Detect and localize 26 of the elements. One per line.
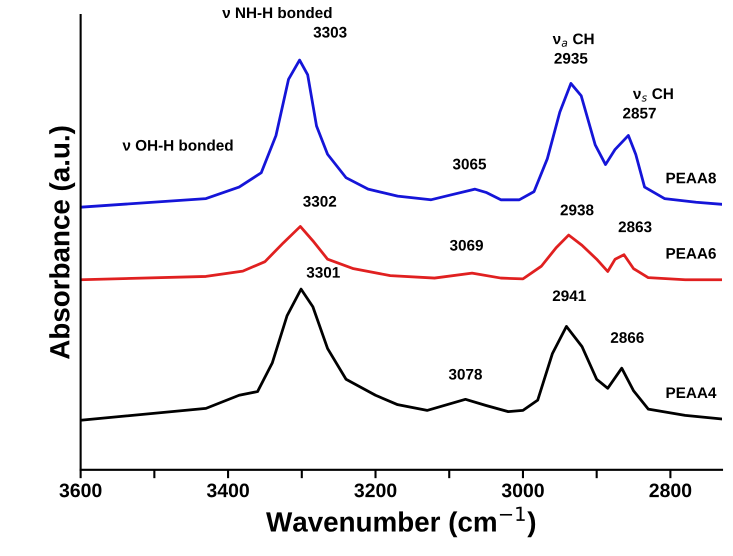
annotation: ν OH-H bonded	[122, 140, 233, 151]
series-label: PEAA4	[666, 387, 716, 398]
annotation: 2938	[560, 204, 594, 216]
y-axis-title: Absorbance (a.u.)	[49, 126, 76, 360]
annotation: ν NH-H bonded	[222, 6, 332, 18]
series-label: PEAA8	[666, 172, 716, 184]
annotation: 3078	[448, 368, 482, 380]
annotation: 2863	[618, 221, 652, 232]
annotation: 2866	[610, 332, 644, 343]
annotation: ν$_{s}$ CH	[632, 88, 673, 102]
annotation: 3065	[452, 158, 486, 170]
annotation: ν$_{a}$ CH	[552, 33, 594, 47]
x-axis-title: Wavenumber (cm$^{−1}$)	[266, 506, 536, 538]
series-label: PEAA6	[666, 248, 716, 259]
annotation: 2857	[623, 108, 656, 119]
x-tick-label: 3200	[354, 484, 396, 498]
annotation: 3069	[450, 240, 483, 251]
x-tick-label: 3600	[59, 484, 102, 498]
annotation: 3303	[313, 26, 347, 38]
annotation: 3301	[306, 266, 340, 278]
annotation: 2941	[552, 290, 586, 302]
x-tick-label: 2800	[649, 484, 692, 498]
annotation: 3302	[303, 196, 336, 207]
x-tick-label: 3000	[502, 484, 544, 498]
x-tick-label: 3400	[206, 484, 249, 498]
annotation: 2935	[554, 52, 588, 64]
